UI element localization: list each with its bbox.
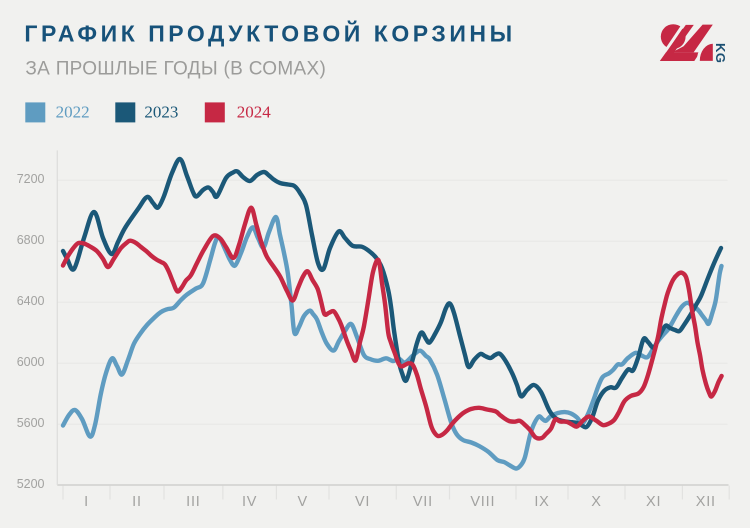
svg-text:6000: 6000 [17,355,45,369]
svg-text:6400: 6400 [17,294,45,308]
svg-text:2023: 2023 [144,102,178,121]
svg-text:VI: VI [355,494,370,510]
svg-text:ГРАФИК ПРОДУКТОВОЙ КОРЗИНЫ: ГРАФИК ПРОДУКТОВОЙ КОРЗИНЫ [24,20,515,47]
svg-text:I: I [84,494,89,510]
svg-text:5600: 5600 [17,416,45,430]
svg-text:2024: 2024 [237,102,271,121]
svg-text:2022: 2022 [56,102,90,121]
svg-text:7200: 7200 [17,172,45,186]
svg-text:KG: KG [713,43,728,64]
svg-text:III: III [186,494,201,510]
svg-text:XII: XII [696,494,716,510]
svg-text:IV: IV [242,494,257,510]
svg-text:XI: XI [646,494,661,510]
svg-text:5200: 5200 [17,477,45,491]
svg-text:V: V [297,494,307,510]
svg-text:6800: 6800 [17,233,45,247]
svg-text:ЗА ПРОШЛЫЕ ГОДЫ (В СОМАХ): ЗА ПРОШЛЫЕ ГОДЫ (В СОМАХ) [25,59,326,80]
svg-text:X: X [591,494,601,510]
svg-text:VII: VII [413,494,433,510]
svg-text:II: II [132,494,142,510]
svg-text:VIII: VIII [470,494,495,510]
svg-text:IX: IX [534,494,549,510]
